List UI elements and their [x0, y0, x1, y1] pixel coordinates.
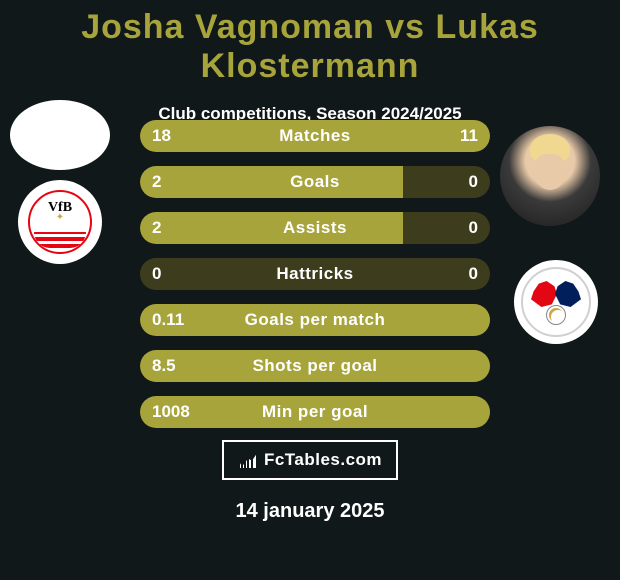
- stat-value-right: [466, 350, 490, 382]
- club-badge-left: ✦: [18, 180, 102, 264]
- stat-row: Min per goal1008: [140, 396, 490, 428]
- stat-value-left: 0: [140, 258, 173, 290]
- stat-row: Goals2 0: [140, 166, 490, 198]
- stat-row: Goals per match0.11: [140, 304, 490, 336]
- stat-row: Assists2 0: [140, 212, 490, 244]
- stat-label: Matches: [140, 120, 490, 152]
- avatar-placeholder-icon: [10, 100, 110, 170]
- rb-ball-icon: [546, 305, 566, 325]
- stat-value-left: 0.11: [140, 304, 196, 336]
- brand-name: FcTables.com: [264, 450, 382, 470]
- fctables-chart-icon: [238, 452, 258, 468]
- stat-value-right: 0: [457, 212, 490, 244]
- date-label: 14 january 2025: [0, 500, 620, 523]
- club-badge-right: [514, 260, 598, 344]
- stat-value-left: 18: [140, 120, 183, 152]
- page-title: Josha Vagnoman vs Lukas Klostermann: [0, 0, 620, 86]
- stat-value-right: 11: [448, 120, 490, 152]
- avatar-photo-icon: [500, 126, 600, 226]
- stats-container: Matches1811Goals20Assists20Hattricks00Go…: [140, 120, 490, 442]
- stat-label: Goals: [140, 166, 490, 198]
- stat-row: Shots per goal8.5: [140, 350, 490, 382]
- vfb-antlers-icon: ✦: [30, 212, 90, 223]
- player-right-avatar: [500, 126, 600, 226]
- stat-row: Hattricks0 0: [140, 258, 490, 290]
- stat-row: Matches18 11: [140, 120, 490, 152]
- stat-value-left: 8.5: [140, 350, 188, 382]
- stat-label: Assists: [140, 212, 490, 244]
- vfb-stuttgart-crest-icon: ✦: [28, 190, 92, 254]
- stat-value-right: [466, 304, 490, 336]
- stat-value-right: 0: [457, 166, 490, 198]
- stat-value-left: 2: [140, 166, 173, 198]
- stat-value-right: 0: [457, 258, 490, 290]
- rb-leipzig-crest-icon: [521, 267, 591, 337]
- stat-value-left: 1008: [140, 396, 202, 428]
- brand-badge: FcTables.com: [222, 440, 398, 480]
- stat-label: Hattricks: [140, 258, 490, 290]
- stat-label: Shots per goal: [140, 350, 490, 382]
- stat-value-right: [466, 396, 490, 428]
- stat-value-left: 2: [140, 212, 173, 244]
